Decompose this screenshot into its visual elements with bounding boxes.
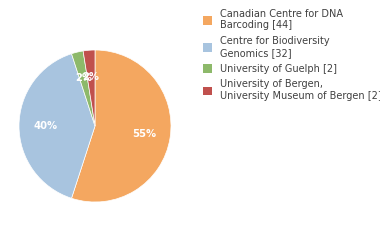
Text: 2%: 2% [82,72,100,82]
Wedge shape [71,51,95,126]
Text: 55%: 55% [132,129,156,139]
Text: 2%: 2% [75,73,92,83]
Wedge shape [71,50,171,202]
Text: 40%: 40% [33,121,58,131]
Legend: Canadian Centre for DNA
Barcoding [44], Centre for Biodiversity
Genomics [32], U: Canadian Centre for DNA Barcoding [44], … [199,5,380,105]
Wedge shape [83,50,95,126]
Wedge shape [19,54,95,198]
